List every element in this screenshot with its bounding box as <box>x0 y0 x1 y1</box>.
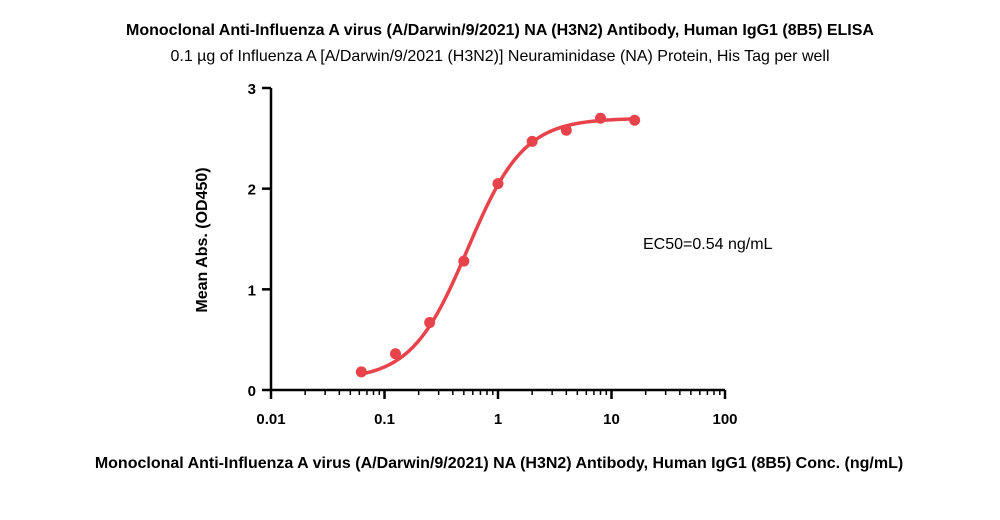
data-point <box>458 255 470 267</box>
data-point <box>560 124 572 136</box>
x-axis-title: Monoclonal Anti-Influenza A virus (A/Dar… <box>95 455 903 472</box>
x-tick-label: 0.1 <box>374 411 395 428</box>
x-tick-label: 100 <box>712 411 737 428</box>
data-point <box>389 348 401 360</box>
y-axis-title: Mean Abs. (OD450) <box>194 167 211 312</box>
chart-subtitle: 0.1 µg of Influenza A [A/Darwin/9/2021 (… <box>170 48 830 65</box>
data-point <box>629 114 641 126</box>
data-point <box>424 317 436 329</box>
data-points-layer <box>355 112 641 378</box>
ec50-annotation: EC50=0.54 ng/mL <box>643 236 773 253</box>
chart-title: Monoclonal Anti-Influenza A virus (A/Dar… <box>126 22 874 39</box>
y-tick-label: 3 <box>248 81 256 98</box>
data-point <box>526 135 538 147</box>
y-tick-label: 2 <box>248 182 256 199</box>
axes: 0.01 0.1 1 10 100 0 1 2 3 <box>248 81 738 428</box>
data-point <box>595 112 607 124</box>
y-tick-label: 0 <box>248 383 256 400</box>
fit-curve <box>359 117 637 376</box>
y-tick-label: 1 <box>248 282 256 299</box>
data-point <box>355 366 367 378</box>
x-tick-label: 0.01 <box>256 411 285 428</box>
x-tick-label: 1 <box>494 411 502 428</box>
fit-curve-layer <box>359 117 637 376</box>
x-tick-label: 10 <box>603 411 620 428</box>
data-point <box>492 178 504 190</box>
